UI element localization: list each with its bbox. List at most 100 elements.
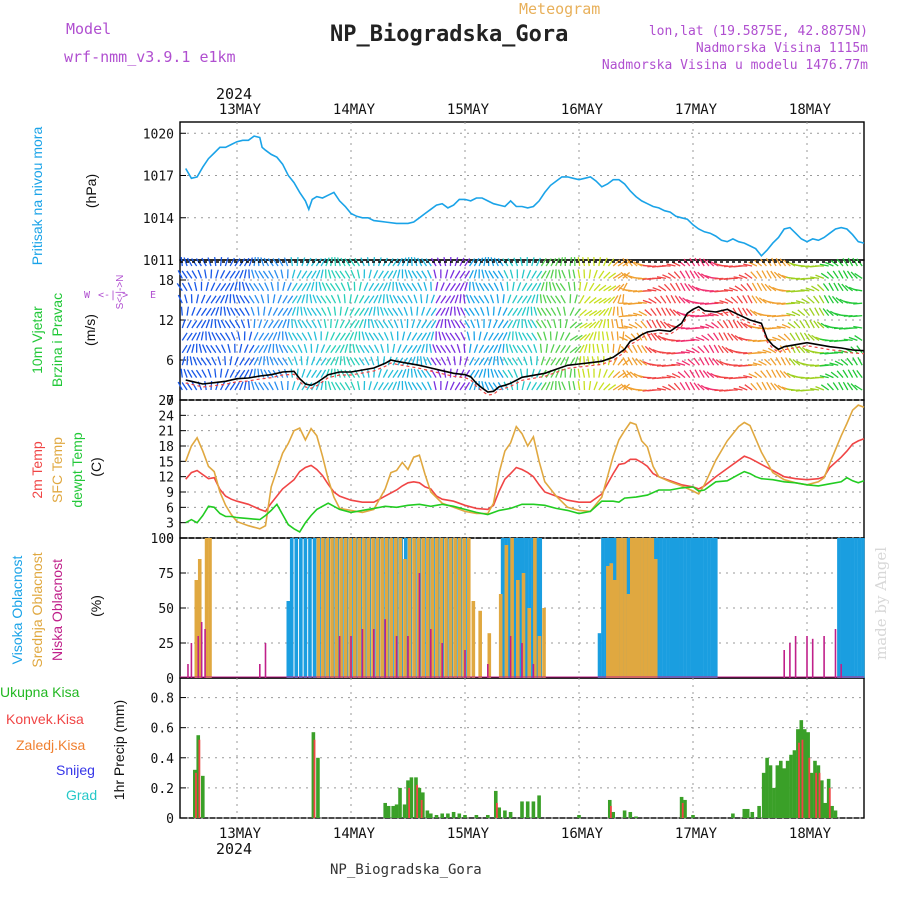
wind-arrow — [559, 344, 567, 354]
wind-arrow — [684, 270, 691, 279]
wind-arrow — [702, 258, 710, 267]
bar-clouds-0 — [843, 538, 848, 678]
bar-precipitation-0 — [577, 814, 581, 818]
wind-arrow — [723, 332, 729, 341]
bar-clouds-0 — [289, 538, 294, 678]
ytick-label-temperature: 27 — [158, 394, 174, 409]
wind-arrow — [253, 345, 260, 354]
wind-arrow — [340, 369, 346, 378]
wind-arrow — [723, 265, 733, 268]
wind-arrow — [584, 322, 593, 329]
bar-clouds-2 — [430, 629, 432, 678]
wind-arrow — [224, 270, 231, 279]
wind-arrow — [464, 369, 471, 378]
wind-arrow — [229, 356, 233, 366]
wind-arrow — [733, 276, 743, 280]
wind-arrow — [377, 320, 384, 329]
wind-arrow — [358, 295, 365, 304]
wind-arrow — [601, 331, 605, 341]
wind-arrow — [344, 320, 351, 329]
wind-arrow — [387, 381, 394, 391]
wind-arrow — [754, 371, 763, 379]
wind-arrow — [241, 281, 246, 291]
wind-arrow — [254, 270, 260, 279]
ytick-label-temperature: 0 — [166, 532, 174, 547]
wind-arrow — [329, 283, 337, 292]
wind-arrow — [569, 307, 575, 316]
wind-arrow — [654, 296, 662, 304]
wind-arrow — [250, 306, 255, 316]
wind-arrow — [387, 307, 394, 316]
wind-arrow — [612, 272, 622, 279]
bar-precipitation-0 — [311, 732, 316, 818]
wind-arrow — [574, 322, 583, 329]
wind-arrow — [445, 295, 452, 304]
wind-arrow — [419, 356, 423, 366]
wind-arrow — [770, 382, 777, 391]
wind-arrow — [406, 344, 413, 354]
wind-arrow — [801, 298, 810, 304]
wind-arrow — [673, 271, 681, 279]
wind-arrow — [747, 294, 753, 304]
wind-arrow — [325, 344, 332, 354]
wind-arrow — [608, 272, 617, 279]
wind-arrow — [368, 381, 372, 391]
wind-arrow — [788, 357, 796, 366]
wind-arrow — [186, 369, 193, 378]
wind-arrow — [488, 319, 492, 329]
wind-arrow — [364, 356, 370, 366]
wind-arrow — [421, 343, 425, 353]
wind-arrow — [540, 382, 547, 391]
wind-arrow — [464, 281, 468, 291]
bar-clouds-1 — [371, 538, 375, 678]
wind-arrow — [269, 356, 274, 366]
wind-arrow — [232, 294, 236, 304]
wind-arrow — [280, 381, 284, 391]
wind-arrow — [776, 302, 786, 305]
bar-clouds-0 — [850, 538, 855, 678]
bar-precipitation-0 — [802, 729, 807, 818]
wind-arrow — [622, 357, 629, 366]
wind-arrow — [540, 356, 545, 366]
wind-arrow — [633, 372, 643, 379]
bar-precipitation-0 — [761, 772, 766, 818]
wind-arrow — [690, 314, 700, 318]
wind-arrow — [282, 281, 286, 291]
wind-arrow — [766, 314, 777, 317]
bar-clouds-0 — [679, 538, 684, 678]
wind-arrow — [588, 380, 592, 391]
footer-station: NP_Biogradska_Gora — [330, 862, 482, 878]
wind-arrow — [349, 294, 352, 304]
bar-clouds-1 — [612, 580, 617, 678]
wind-arrow — [846, 357, 854, 366]
bar-clouds-1 — [462, 538, 467, 678]
wind-arrow — [572, 381, 576, 391]
wind-arrow — [306, 282, 312, 292]
wind-arrow — [716, 320, 724, 329]
wind-arrow — [712, 332, 720, 341]
wind-arrow — [392, 295, 399, 304]
wind-arrow — [354, 319, 360, 329]
wind-arrow — [764, 358, 772, 366]
wind-arrow — [558, 269, 562, 279]
wind-arrow — [454, 270, 461, 279]
wind-arrow — [456, 306, 461, 316]
wind-arrow — [667, 384, 676, 391]
wind-arrow — [273, 357, 279, 366]
wind-arrow — [380, 343, 385, 353]
wind-arrow — [577, 368, 581, 378]
wind-arrow — [484, 381, 490, 391]
wind-arrow — [743, 374, 753, 379]
wind-arrow — [205, 295, 212, 304]
wind-arrow — [617, 371, 626, 379]
ytick-label-pressure: 1011 — [143, 254, 174, 269]
wind-arrow — [681, 360, 691, 366]
wind-arrow — [797, 309, 806, 317]
wind-arrow — [382, 282, 388, 292]
wind-arrow — [612, 343, 615, 353]
bar-precipitation-0 — [813, 760, 817, 818]
wind-arrow — [689, 369, 696, 378]
wind-arrow — [464, 270, 471, 279]
wind-arrow — [754, 259, 763, 267]
wind-arrow — [429, 343, 432, 353]
